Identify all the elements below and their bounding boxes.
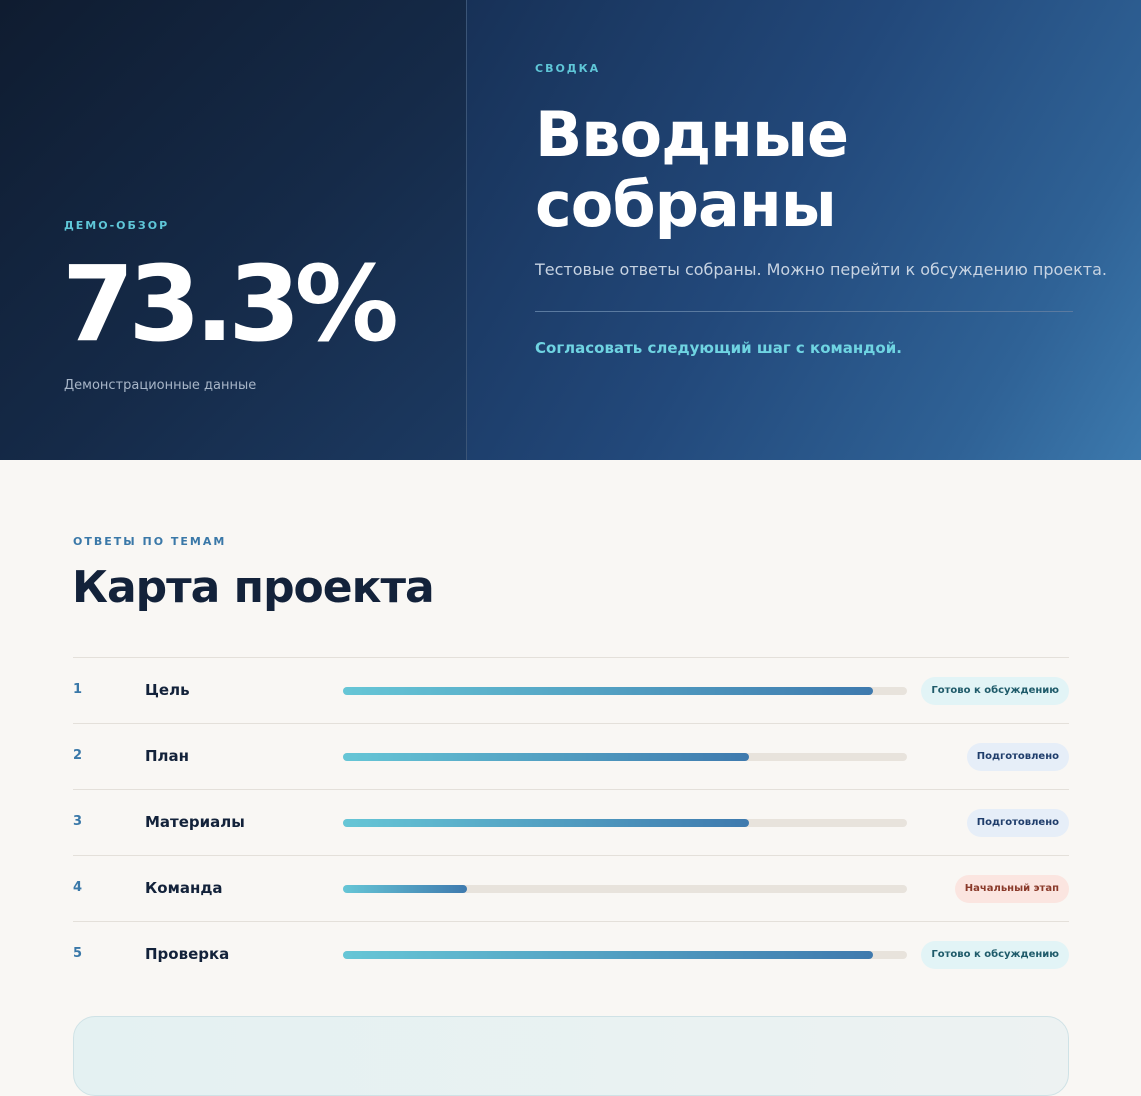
row-number: 1 [73, 682, 83, 697]
row-topic: Материалы [145, 813, 245, 831]
table-row[interactable]: 4 Команда Начальный этап [73, 856, 1069, 922]
table-row[interactable]: 1 Цель Готово к обсуждению [73, 658, 1069, 724]
hero: ДЕМО-ОБЗОР 73.3% Демонстрационные данные… [0, 0, 1141, 460]
row-number: 3 [73, 814, 83, 829]
progress-bar-fill [343, 687, 874, 695]
status-badge: Готово к обсуждению [921, 941, 1069, 969]
progress-bar [343, 753, 907, 761]
row-topic: План [145, 747, 190, 765]
progress-bar [343, 885, 907, 893]
table-row[interactable]: 2 План Подготовлено [73, 724, 1069, 790]
status-badge: Подготовлено [966, 743, 1069, 771]
table-row[interactable]: 5 Проверка Готово к обсуждению [73, 922, 1069, 988]
summary-eyebrow: СВОДКА [535, 62, 601, 75]
row-topic: Цель [145, 681, 190, 699]
progress-bar [343, 819, 907, 827]
section-eyebrow: ОТВЕТЫ ПО ТЕМАМ [73, 535, 227, 548]
row-number: 5 [73, 946, 83, 961]
summary-divider [535, 311, 1073, 312]
hero-summary-panel: СВОДКА Вводные собраны Тестовые ответы с… [467, 0, 1141, 460]
metric-caption: Демонстрационные данные [64, 378, 257, 393]
hero-metric-panel: ДЕМО-ОБЗОР 73.3% Демонстрационные данные [0, 0, 467, 460]
status-badge: Начальный этап [954, 875, 1069, 903]
table-row[interactable]: 3 Материалы Подготовлено [73, 790, 1069, 856]
progress-bar-fill [343, 819, 750, 827]
bottom-card [73, 1016, 1069, 1096]
row-topic: Проверка [145, 945, 230, 963]
progress-bar-fill [343, 951, 874, 959]
summary-title: Вводные собраны [535, 98, 849, 241]
metric-value: 73.3% [62, 243, 399, 365]
progress-bar-fill [343, 753, 750, 761]
progress-bar [343, 951, 907, 959]
summary-subtitle: Тестовые ответы собраны. Можно перейти к… [535, 260, 1107, 279]
row-topic: Команда [145, 879, 223, 897]
metric-eyebrow: ДЕМО-ОБЗОР [64, 219, 170, 232]
project-map-table: 1 Цель Готово к обсуждению 2 План Подгот… [73, 657, 1069, 988]
progress-bar [343, 687, 907, 695]
row-number: 4 [73, 880, 83, 895]
section-title: Карта проекта [72, 562, 435, 613]
row-number: 2 [73, 748, 83, 763]
status-badge: Готово к обсуждению [921, 677, 1069, 705]
progress-bar-fill [343, 885, 468, 893]
status-badge: Подготовлено [966, 809, 1069, 837]
next-step-link[interactable]: Согласовать следующий шаг с командой. [535, 339, 902, 357]
